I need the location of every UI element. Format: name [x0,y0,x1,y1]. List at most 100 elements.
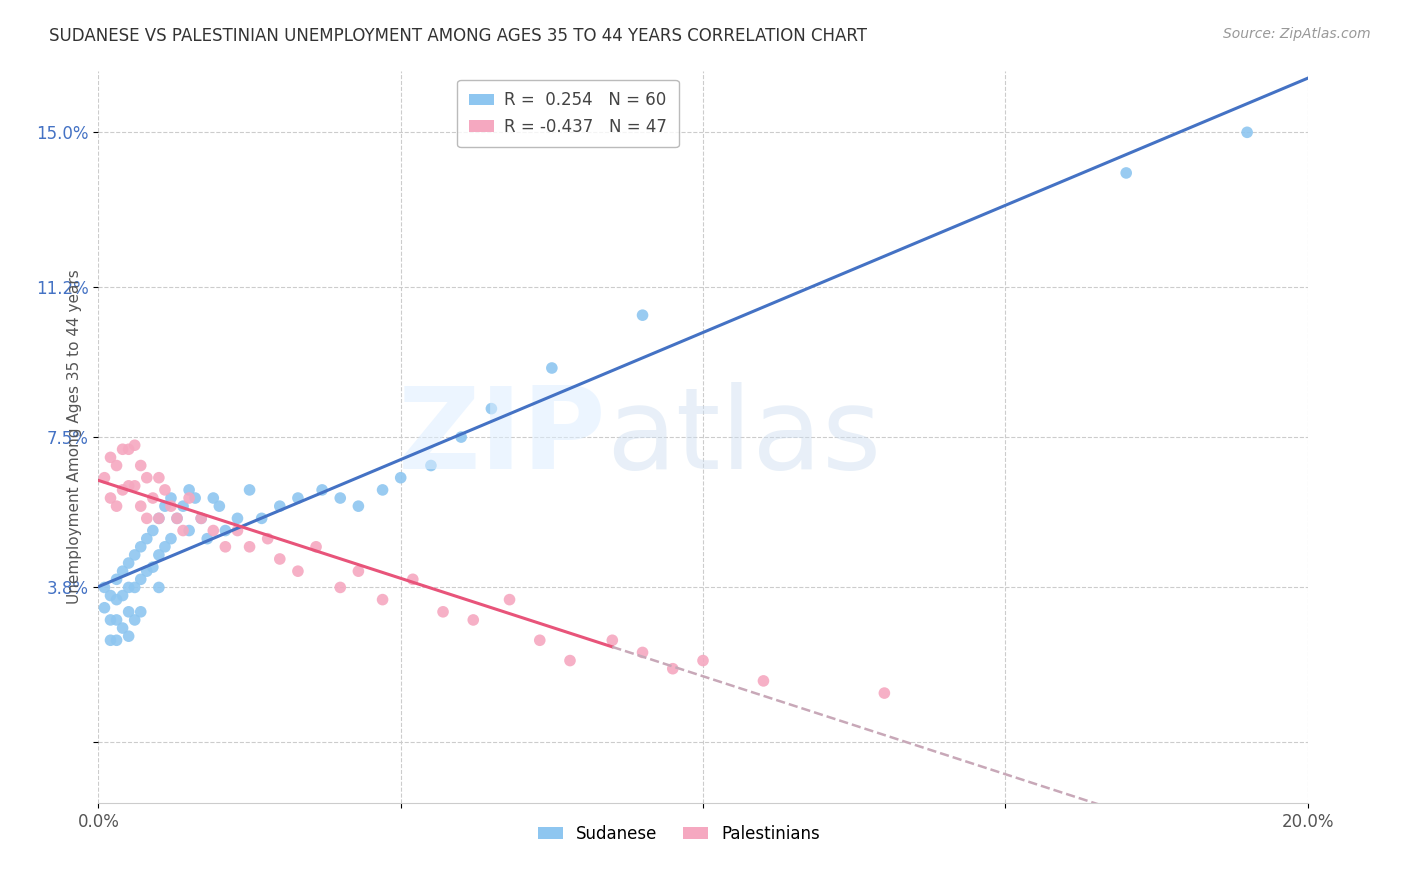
Point [287,564,309,578]
Point [129,499,152,513]
Point [172,499,194,513]
Point [124,613,146,627]
Point [202,491,225,505]
Point [540,361,562,376]
Point [371,592,394,607]
Point [287,491,309,505]
Point [558,654,581,668]
Point [111,621,134,635]
Point [142,560,165,574]
Point [498,592,520,607]
Point [179,491,201,505]
Point [148,548,170,562]
Point [184,491,207,505]
Point [111,442,134,457]
Point [129,605,152,619]
Point [269,552,291,566]
Point [256,532,278,546]
Point [166,511,188,525]
Point [214,524,236,538]
Point [105,499,128,513]
Point [100,589,122,603]
Point [329,491,352,505]
Point [93,471,115,485]
Point [118,556,141,570]
Point [389,471,412,485]
Point [269,499,291,513]
Point [118,605,141,619]
Text: SUDANESE VS PALESTINIAN UNEMPLOYMENT AMONG AGES 35 TO 44 YEARS CORRELATION CHART: SUDANESE VS PALESTINIAN UNEMPLOYMENT AMO… [49,27,868,45]
Point [481,401,503,416]
Point [450,430,472,444]
Point [105,592,128,607]
Point [250,511,273,525]
Point [752,673,775,688]
Point [692,654,714,668]
Point [172,524,194,538]
Point [873,686,896,700]
Text: Source: ZipAtlas.com: Source: ZipAtlas.com [1223,27,1371,41]
Point [166,511,188,525]
Point [124,438,146,452]
Point [111,589,134,603]
Point [93,600,115,615]
Point [226,511,249,525]
Point [135,564,157,578]
Point [100,491,122,505]
Point [463,613,485,627]
Point [105,613,128,627]
Point [239,540,262,554]
Point [100,633,122,648]
Point [402,572,425,586]
Point [160,532,183,546]
Point [124,581,146,595]
Point [111,483,134,497]
Point [148,581,170,595]
Point [226,524,249,538]
Text: ZIP: ZIP [398,382,606,492]
Point [93,581,115,595]
Point [208,499,231,513]
Point [179,524,201,538]
Point [129,540,152,554]
Point [129,572,152,586]
Point [347,564,370,578]
Point [142,491,165,505]
Point [239,483,262,497]
Point [305,540,328,554]
Point [118,479,141,493]
Point [195,532,218,546]
Point [135,511,157,525]
Legend: Sudanese, Palestinians: Sudanese, Palestinians [531,818,827,849]
Point [100,450,122,465]
Point [1115,166,1137,180]
Point [135,471,157,485]
Point [129,458,152,473]
Point [1236,125,1258,139]
Point [432,605,454,619]
Point [347,499,370,513]
Point [153,499,176,513]
Point [420,458,443,473]
Point [105,458,128,473]
Point [371,483,394,497]
Point [153,540,176,554]
Point [148,471,170,485]
Point [100,613,122,627]
Point [190,511,212,525]
Point [124,548,146,562]
Point [118,442,141,457]
Point [160,491,183,505]
Point [111,564,134,578]
Y-axis label: Unemployment Among Ages 35 to 44 years: Unemployment Among Ages 35 to 44 years [66,269,82,605]
Point [329,581,352,595]
Point [661,662,683,676]
Point [148,511,170,525]
Point [142,524,165,538]
Point [179,483,201,497]
Point [148,511,170,525]
Point [153,483,176,497]
Point [311,483,333,497]
Point [631,308,654,322]
Point [105,572,128,586]
